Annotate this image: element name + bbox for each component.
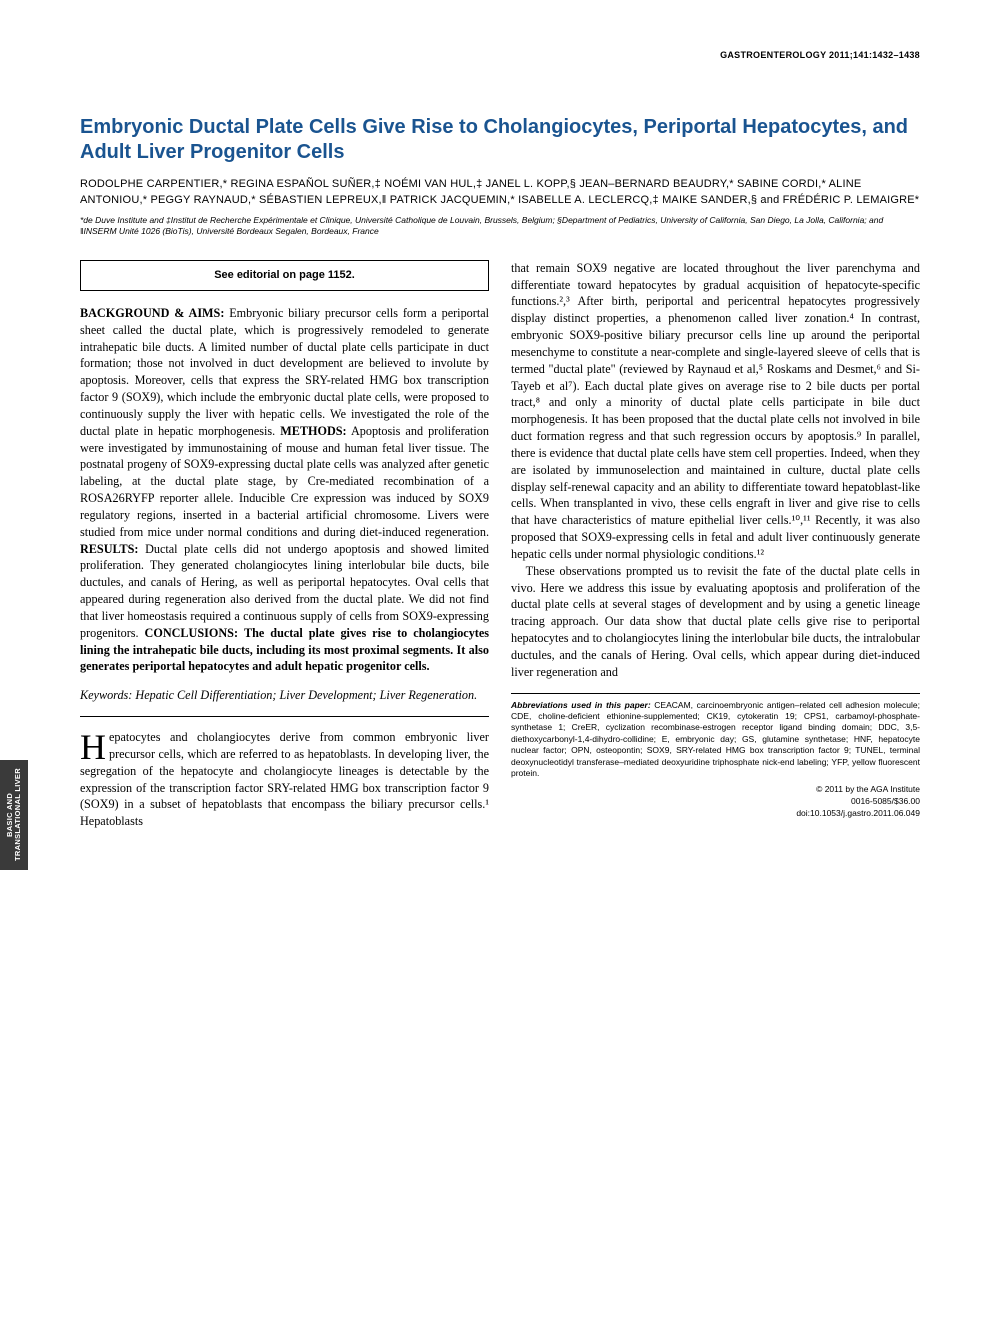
article-title: Embryonic Ductal Plate Cells Give Rise t…: [80, 115, 920, 165]
author-list: RODOLPHE CARPENTIER,* REGINA ESPAÑOL SUÑ…: [80, 177, 920, 209]
abstract-paragraph: BACKGROUND & AIMS: Embryonic biliary pre…: [80, 305, 489, 675]
abbreviations-box: Abbreviations used in this paper: CEACAM…: [511, 693, 920, 820]
methods-label: METHODS:: [280, 424, 346, 438]
keywords-text: Hepatic Cell Differentiation; Liver Deve…: [135, 688, 477, 702]
article-body-columns: See editorial on page 1152. BACKGROUND &…: [80, 260, 920, 830]
copyright-line-2: 0016-5085/$36.00: [511, 796, 920, 808]
section-divider: [80, 716, 489, 717]
results-label: RESULTS:: [80, 542, 139, 556]
intro-paragraph-3: These observations prompted us to revisi…: [511, 563, 920, 681]
abbrev-text: CEACAM, carcinoembryonic antigen–related…: [511, 700, 920, 779]
methods-text: Apoptosis and proliferation were investi…: [80, 424, 489, 539]
intro-paragraph-1: Hepatocytes and cholangiocytes derive fr…: [80, 729, 489, 830]
copyright-line-1: © 2011 by the AGA Institute: [511, 784, 920, 796]
abbrev-title: Abbreviations used in this paper:: [511, 700, 651, 710]
copyright-line-3: doi:10.1053/j.gastro.2011.06.049: [511, 808, 920, 820]
copyright-block: © 2011 by the AGA Institute 0016-5085/$3…: [511, 784, 920, 820]
section-side-tab: BASIC AND TRANSLATIONAL LIVER: [0, 760, 28, 870]
journal-header: GASTROENTEROLOGY 2011;141:1432–1438: [80, 50, 920, 60]
background-label: BACKGROUND & AIMS:: [80, 306, 224, 320]
editorial-note-box: See editorial on page 1152.: [80, 260, 489, 291]
keywords-label: Keywords:: [80, 688, 132, 702]
conclusions-label: CONCLUSIONS:: [145, 626, 238, 640]
affiliations: *de Duve Institute and ‡Institut de Rech…: [80, 215, 920, 238]
conclusions-text: The ductal plate gives rise to cholangio…: [80, 626, 489, 674]
keywords-line: Keywords: Hepatic Cell Differentiation; …: [80, 687, 489, 704]
background-text: Embryonic biliary precursor cells form a…: [80, 306, 489, 438]
intro-paragraph-2: that remain SOX9 negative are located th…: [511, 260, 920, 563]
